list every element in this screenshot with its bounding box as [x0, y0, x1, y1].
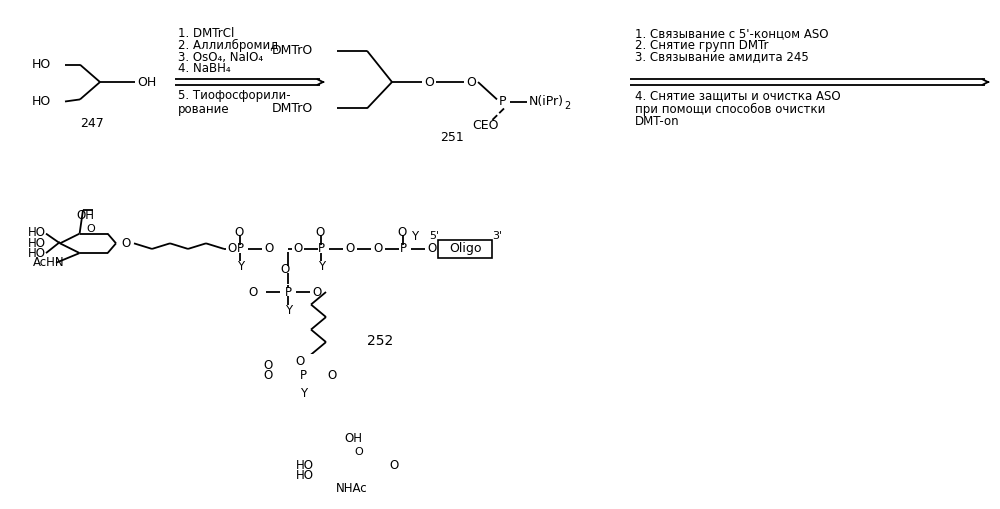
Text: O: O: [264, 369, 273, 382]
Text: Y: Y: [318, 261, 325, 273]
Text: CEO: CEO: [472, 119, 498, 132]
Text: O: O: [234, 225, 243, 239]
Text: 1. Связывание с 5'-концом ASO: 1. Связывание с 5'-концом ASO: [635, 27, 828, 40]
Text: 2. Аллилбромид: 2. Аллилбромид: [178, 39, 278, 52]
Text: Y: Y: [411, 230, 418, 243]
Text: O: O: [295, 355, 304, 368]
Text: P: P: [400, 242, 406, 256]
Text: HO: HO: [296, 459, 314, 472]
Text: O: O: [87, 224, 95, 235]
Text: O: O: [389, 459, 398, 472]
Text: HO: HO: [28, 225, 46, 239]
Text: 252: 252: [367, 334, 393, 348]
Text: O: O: [373, 242, 382, 256]
FancyBboxPatch shape: [438, 240, 492, 258]
Text: 247: 247: [80, 117, 104, 130]
Text: OH: OH: [76, 209, 94, 222]
Text: O: O: [345, 242, 354, 256]
Text: DMTrO: DMTrO: [272, 102, 313, 115]
Text: O: O: [315, 225, 324, 239]
Text: 2: 2: [564, 101, 570, 111]
Text: AcHN: AcHN: [33, 257, 65, 269]
Text: 251: 251: [440, 131, 464, 144]
Text: O: O: [427, 242, 436, 256]
Text: Y: Y: [237, 261, 244, 273]
Text: O: O: [466, 75, 476, 89]
Text: рование: рование: [178, 103, 230, 116]
Text: P: P: [499, 95, 507, 108]
Text: O: O: [121, 237, 130, 250]
Text: N(iPr): N(iPr): [529, 95, 564, 108]
Text: OH: OH: [344, 432, 362, 444]
Text: O: O: [227, 242, 236, 256]
Text: 2. Снятие групп DMTr: 2. Снятие групп DMTr: [635, 39, 768, 52]
Text: 4. Снятие защиты и очистка ASO: 4. Снятие защиты и очистка ASO: [635, 90, 841, 102]
Text: Y: Y: [285, 303, 292, 317]
Text: P: P: [300, 369, 306, 382]
Text: DMT-on: DMT-on: [635, 115, 680, 128]
Text: O: O: [249, 286, 258, 298]
Text: HO: HO: [32, 58, 51, 71]
Text: 1. DMTrCl: 1. DMTrCl: [178, 27, 234, 40]
Text: NHAc: NHAc: [336, 482, 368, 495]
Text: 5': 5': [429, 232, 439, 241]
Text: O: O: [280, 263, 289, 276]
Text: O: O: [312, 286, 321, 298]
Text: DMTrO: DMTrO: [272, 44, 313, 57]
Text: 3. Связывание амидита 245: 3. Связывание амидита 245: [635, 50, 809, 64]
Text: P: P: [237, 242, 244, 256]
Text: O: O: [397, 225, 406, 239]
Text: O: O: [327, 369, 336, 382]
Text: O: O: [424, 75, 434, 89]
Text: O: O: [264, 359, 273, 372]
Text: 3': 3': [492, 232, 502, 241]
Text: Oligo: Oligo: [449, 242, 481, 256]
Text: OH: OH: [137, 75, 156, 89]
Text: P: P: [318, 242, 324, 256]
Text: O: O: [355, 447, 363, 457]
Text: при помощи способов очистки: при помощи способов очистки: [635, 103, 825, 116]
Text: O: O: [293, 242, 302, 256]
Text: O: O: [264, 242, 273, 256]
Text: HO: HO: [296, 469, 314, 482]
Text: 4. NaBH₄: 4. NaBH₄: [178, 62, 231, 75]
Text: HO: HO: [28, 237, 46, 250]
Text: 5. Тиофосфорили-: 5. Тиофосфорили-: [178, 90, 291, 102]
Text: Y: Y: [300, 387, 307, 400]
Text: P: P: [285, 286, 292, 298]
Text: 3. OsO₄, NaIO₄: 3. OsO₄, NaIO₄: [178, 50, 263, 64]
Text: HO: HO: [28, 246, 46, 260]
Text: HO: HO: [32, 95, 51, 108]
